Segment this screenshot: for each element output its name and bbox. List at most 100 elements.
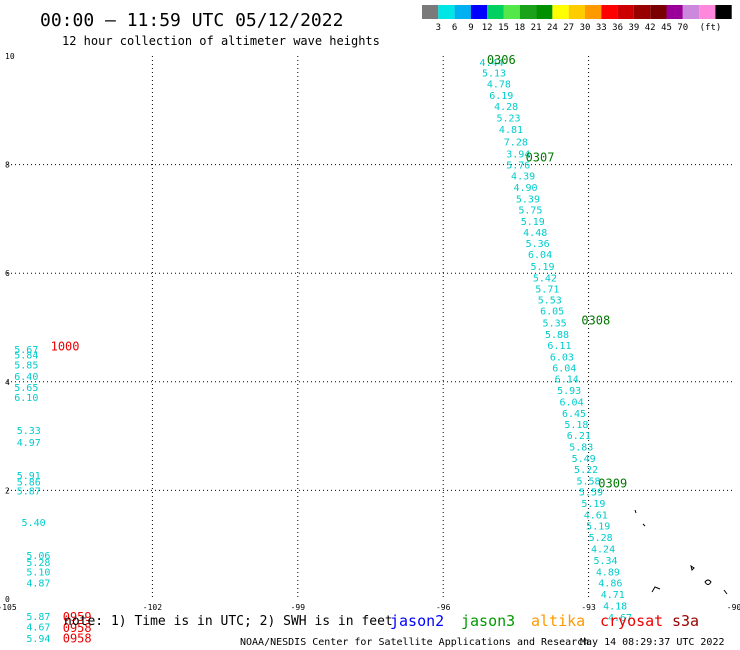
y-tick-label: 0 bbox=[5, 595, 10, 604]
wave-height-label: 5.40 bbox=[22, 518, 46, 529]
colorbar-swatch bbox=[682, 5, 700, 19]
colorbar-swatch bbox=[454, 5, 471, 19]
wave-height-label: 5.71 bbox=[535, 284, 559, 295]
chart-grid bbox=[7, 56, 734, 599]
colorbar-swatch bbox=[601, 5, 618, 19]
time-label: 0306 bbox=[487, 53, 516, 67]
wave-height-label: 4.48 bbox=[523, 228, 547, 239]
colorbar-swatch bbox=[487, 5, 504, 19]
wave-height-label: 4.44 bbox=[480, 58, 504, 69]
colorbar-label: 36 bbox=[612, 23, 623, 33]
wave-height-label: 5.53 bbox=[538, 295, 562, 306]
wave-height-label: 5.58 bbox=[576, 477, 600, 488]
colorbar-label: 24 bbox=[547, 23, 558, 33]
y-tick-label: 2 bbox=[5, 486, 10, 495]
colorbar-swatch bbox=[585, 5, 602, 19]
wave-height-label: 6.03 bbox=[550, 352, 574, 363]
colorbar: 3 6 9 12 15 18 21 24 27 30 33 36 39 42 45 70 (ft) bbox=[422, 5, 732, 33]
chart-title: 00:00 – 11:59 UTC 05/12/2022 bbox=[40, 10, 343, 31]
wave-height-label: 5.76 bbox=[506, 161, 530, 172]
legend-cryosat: cryosat bbox=[600, 612, 663, 630]
legend-jason2: jason2 bbox=[390, 612, 444, 630]
wave-height-label: 6.40 bbox=[14, 372, 38, 383]
chart-axes: -105 -102 -99 -96 -93 -90 0 2 4 6 8 10 bbox=[0, 52, 740, 612]
footer-credit: NOAA/NESDIS Center for Satellite Applica… bbox=[240, 637, 589, 648]
wave-height-label: 4.67 bbox=[26, 623, 50, 634]
wave-height-label: 5.86 bbox=[17, 478, 41, 489]
colorbar-swatch bbox=[666, 5, 683, 19]
colorbar-swatch bbox=[536, 5, 553, 19]
wave-height-label: 5.87 bbox=[17, 486, 41, 497]
wave-height-label: 4.39 bbox=[511, 171, 535, 182]
x-tick-label: -99 bbox=[291, 603, 306, 612]
wave-height-label: 5.88 bbox=[545, 330, 569, 341]
footer-timestamp: May 14 08:29:37 UTC 2022 bbox=[580, 637, 725, 648]
wave-height-label: 5.94 bbox=[26, 634, 50, 645]
y-tick-label: 10 bbox=[5, 52, 15, 61]
wave-height-label: 5.19 bbox=[530, 262, 554, 273]
x-tick-label: -90 bbox=[727, 603, 740, 612]
wave-height-label: 6.45 bbox=[562, 409, 586, 420]
wave-height-label: 6.04 bbox=[552, 364, 576, 375]
wave-height-label: 6.19 bbox=[489, 91, 513, 102]
wave-height-label: 5.06 bbox=[26, 551, 50, 562]
wave-height-label: 4.28 bbox=[494, 102, 518, 113]
wave-height-label: 5.42 bbox=[533, 274, 557, 285]
wave-height-label: 5.22 bbox=[574, 465, 598, 476]
colorbar-swatch bbox=[633, 5, 651, 19]
x-tick-label: -102 bbox=[143, 603, 162, 612]
colorbar-label: 9 bbox=[468, 23, 473, 33]
colorbar-label: 21 bbox=[531, 23, 542, 33]
colorbar-label: 18 bbox=[514, 23, 525, 33]
colorbar-label: 12 bbox=[482, 23, 493, 33]
wave-height-label: 5.18 bbox=[564, 420, 588, 431]
colorbar-swatch bbox=[552, 5, 569, 19]
chart-subtitle: 12 hour collection of altimeter wave hei… bbox=[62, 34, 380, 48]
wave-height-label: 4.81 bbox=[499, 125, 523, 136]
time-label: 0307 bbox=[526, 151, 555, 165]
colorbar-label: 6 bbox=[452, 23, 457, 33]
wave-height-label: 5.34 bbox=[593, 556, 617, 567]
time-label: 0959 bbox=[63, 610, 92, 624]
x-tick-label: -96 bbox=[436, 603, 451, 612]
wave-height-label: 5.75 bbox=[518, 206, 542, 217]
wave-height-label: 5.59 bbox=[579, 487, 603, 498]
wave-height-label: 5.67 bbox=[14, 345, 38, 356]
wave-height-label: 5.19 bbox=[581, 499, 605, 510]
wave-height-label: 6.05 bbox=[540, 307, 564, 318]
time-label: 0958 bbox=[63, 632, 92, 646]
wave-height-label: 5.33 bbox=[17, 426, 41, 437]
colorbar-swatch bbox=[699, 5, 716, 19]
colorbar-label: 15 bbox=[498, 23, 509, 33]
chart-marks: 4.445.134.786.194.285.234.817.28 3.945.76… bbox=[14, 53, 632, 646]
wave-height-label: 5.10 bbox=[26, 567, 50, 578]
wave-height-label: 4.90 bbox=[513, 183, 537, 194]
colorbar-swatch bbox=[470, 5, 488, 19]
wave-height-label: 4.78 bbox=[487, 80, 511, 91]
wave-height-label: 6.21 bbox=[567, 431, 591, 442]
x-tick-label: -93 bbox=[581, 603, 596, 612]
colorbar-swatch bbox=[503, 5, 520, 19]
wave-height-label: 4.71 bbox=[601, 590, 625, 601]
wave-height-label: 6.04 bbox=[560, 397, 584, 408]
wave-height-label: 5.49 bbox=[572, 454, 596, 465]
wave-height-label: 5.13 bbox=[482, 68, 506, 79]
wave-height-label: 6.11 bbox=[547, 341, 571, 352]
colorbar-label: 27 bbox=[563, 23, 574, 33]
wave-height-label: 5.93 bbox=[557, 386, 581, 397]
x-tick-label: -105 bbox=[0, 603, 17, 612]
wave-height-label: 5.91 bbox=[17, 471, 41, 482]
wave-height-label: 5.85 bbox=[14, 360, 38, 371]
wave-height-label: 5.19 bbox=[586, 522, 610, 533]
wave-height-label: 4.67 bbox=[608, 613, 632, 624]
time-label: 0958 bbox=[63, 621, 92, 635]
colorbar-label: (ft) bbox=[700, 23, 722, 33]
colorbar-label: 33 bbox=[596, 23, 607, 33]
wave-height-label: 4.86 bbox=[598, 579, 622, 590]
wave-height-label: 5.28 bbox=[26, 558, 50, 569]
wave-height-label: 6.10 bbox=[14, 393, 38, 404]
colorbar-label: 39 bbox=[628, 23, 639, 33]
wave-height-label: 4.89 bbox=[596, 567, 620, 578]
wave-height-label: 4.97 bbox=[17, 438, 41, 449]
